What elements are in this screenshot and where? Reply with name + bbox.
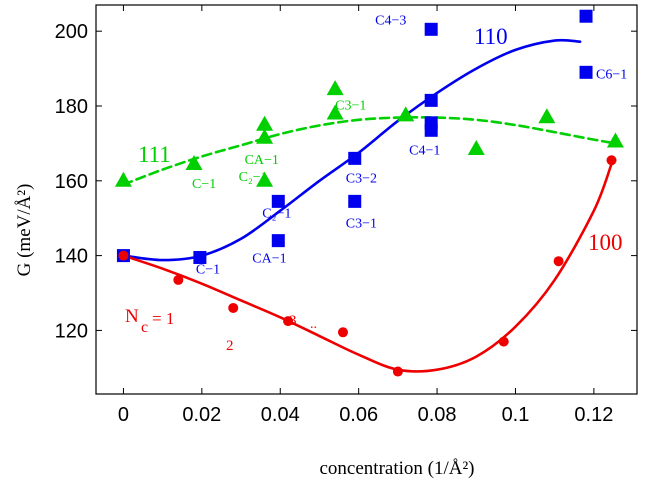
x-tick-label: 0.06 (339, 404, 378, 426)
point-label-111: C3−1 (335, 98, 366, 113)
point-label-111: CA−1 (245, 153, 279, 168)
data-point-110 (271, 194, 285, 208)
data-point-111 (256, 128, 274, 144)
y-tick-label: 200 (55, 21, 88, 43)
plot-frame (95, 4, 638, 395)
y-tick-label: 140 (55, 246, 88, 268)
data-point-100 (606, 155, 617, 166)
series-label-100: 100 (588, 230, 623, 255)
y-tick-label: 120 (55, 320, 88, 342)
point-label-111: C₂−1 (239, 170, 268, 185)
data-point-110 (348, 151, 362, 165)
data-point-111 (256, 171, 274, 187)
data-point-111 (606, 132, 624, 148)
y-tick-label: 180 (55, 96, 88, 118)
series-label-111: 111 (138, 142, 171, 167)
x-tick-label: 0.04 (261, 404, 300, 426)
point-label-110: C₂−1 (262, 206, 291, 221)
count-label-dots: .. (310, 317, 317, 332)
data-point-100 (173, 274, 184, 285)
data-point-111 (326, 80, 344, 96)
data-point-110 (348, 194, 362, 208)
data-point-100 (498, 336, 509, 347)
point-label-110: C−1 (196, 262, 220, 277)
nc-label-eq: = 1 (152, 309, 174, 328)
data-point-111 (256, 115, 274, 131)
data-point-110 (424, 93, 438, 107)
x-tick-label: 0 (118, 404, 129, 426)
count-label-2: 2 (226, 338, 234, 354)
point-label-110: C4−1 (409, 143, 440, 158)
data-point-111 (467, 140, 485, 156)
point-label-110: C6−1 (596, 67, 627, 82)
x-tick-label: 0.12 (574, 404, 613, 426)
data-point-110 (193, 250, 207, 264)
nc-annotation: N c = 1 2 3 .. (125, 306, 317, 354)
data-point-100 (283, 316, 294, 327)
axis-ticks: 0 0.02 0.04 0.06 0.08 0.1 0.12 120 140 160 180 200 (55, 5, 637, 426)
data-point-110 (579, 9, 593, 23)
fit-curve-100 (122, 162, 613, 373)
x-tick-label: 0.02 (182, 404, 221, 426)
point-label-110: C3−1 (346, 216, 377, 231)
data-point-110 (579, 65, 593, 79)
data-markers (114, 9, 624, 377)
y-tick-label: 160 (55, 171, 88, 193)
series-label-110: 110 (474, 24, 508, 49)
count-label-3: 3 (289, 313, 297, 329)
point-label-110: C3−2 (346, 171, 377, 186)
data-point-100 (392, 366, 403, 377)
data-point-111 (397, 106, 415, 122)
data-point-111 (538, 108, 556, 124)
nc-label-main: N (125, 306, 139, 327)
x-tick-label: 0.1 (502, 404, 530, 426)
x-tick-label: 0.08 (418, 404, 457, 426)
point-label-110: CA−1 (252, 252, 286, 267)
data-point-110 (271, 234, 285, 248)
data-point-111 (326, 104, 344, 120)
data-point-110 (424, 22, 438, 36)
point-labels: C−1 C₂−1 CA−1 C3−2 C3−1 C4−3 C4−1 C6−1 C−1 CA−1 C₂… (192, 13, 627, 277)
data-point-111 (185, 154, 203, 170)
point-label-110: C4−3 (375, 13, 406, 28)
data-point-111 (114, 171, 132, 187)
y-axis-title: G (meV/Å²) (14, 184, 35, 277)
data-point-100 (228, 302, 239, 313)
data-point-100 (337, 327, 348, 338)
x-axis-title: concentration (1/Å²) (320, 458, 475, 479)
nc-label-sub: c (141, 319, 148, 336)
data-point-100 (118, 250, 129, 261)
fit-curve-111 (122, 116, 617, 186)
data-point-110 (424, 123, 438, 137)
point-label-111: C−1 (192, 177, 216, 192)
data-point-100 (553, 256, 564, 267)
